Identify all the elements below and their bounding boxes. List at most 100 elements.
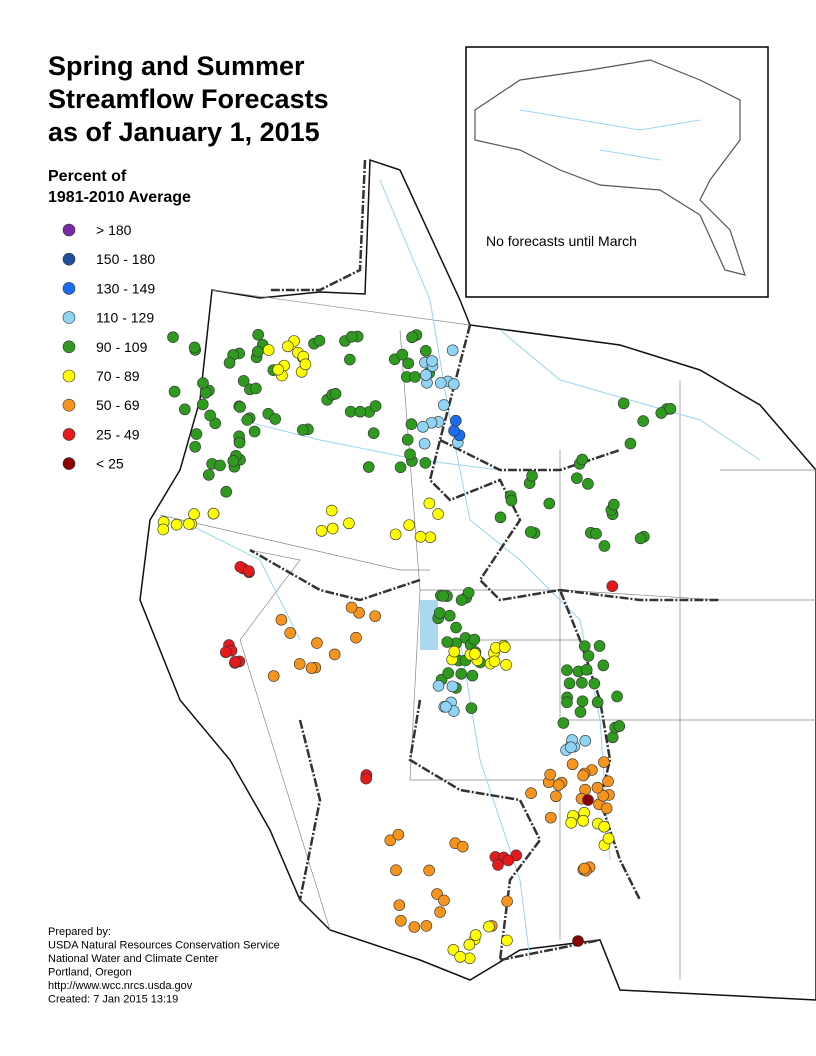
station-dot xyxy=(544,768,556,781)
station-dot xyxy=(329,387,342,400)
station-dot xyxy=(572,935,584,947)
station-dot xyxy=(396,348,409,361)
credits: Prepared by: USDA Natural Resources Conse… xyxy=(48,926,280,1006)
station-dot xyxy=(404,448,416,461)
station-dot xyxy=(293,658,306,670)
station-dot xyxy=(577,769,589,782)
station-dot xyxy=(483,920,495,933)
station-dot xyxy=(624,437,637,450)
station-dot xyxy=(561,696,573,709)
station-dot xyxy=(325,504,338,517)
station-dot xyxy=(424,531,437,544)
station-dot xyxy=(328,648,341,661)
basin-boundary xyxy=(249,159,642,961)
station-dot xyxy=(433,607,446,619)
legend-label: > 180 xyxy=(96,222,132,238)
river xyxy=(519,109,701,161)
station-dot xyxy=(269,413,281,425)
title-line: as of January 1, 2015 xyxy=(48,117,320,147)
station-dot xyxy=(469,929,482,941)
station-dot xyxy=(234,401,246,413)
station-dot xyxy=(188,341,201,354)
station-dot xyxy=(207,507,220,520)
station-dot xyxy=(243,565,255,577)
station-dot xyxy=(598,820,611,833)
station-dot xyxy=(488,655,501,668)
station-dots xyxy=(157,328,677,965)
station-dot xyxy=(390,864,402,877)
station-dot xyxy=(576,676,588,689)
legend-label: 50 - 69 xyxy=(96,397,140,413)
station-dot xyxy=(448,378,460,390)
station-dot xyxy=(157,523,170,536)
station-dot xyxy=(313,334,326,347)
station-dot xyxy=(202,469,215,481)
station-dot xyxy=(345,331,358,343)
station-dot xyxy=(326,522,339,535)
station-dot xyxy=(591,781,604,794)
station-dot xyxy=(369,610,381,622)
credit-line: Prepared by: xyxy=(48,926,111,938)
legend-swatch xyxy=(62,340,76,354)
lake xyxy=(420,600,438,650)
station-dot xyxy=(272,363,284,376)
station-dot xyxy=(524,526,537,538)
title: Spring and Summer Streamflow Forecasts a… xyxy=(48,51,329,147)
station-dot xyxy=(525,787,537,800)
station-dot xyxy=(402,357,415,370)
station-dot xyxy=(418,437,431,450)
station-dot xyxy=(571,472,583,484)
station-dot xyxy=(437,590,449,602)
station-dot xyxy=(251,345,264,358)
station-dot xyxy=(505,494,518,507)
station-dot xyxy=(561,664,573,676)
station-dot xyxy=(315,525,328,537)
station-dot xyxy=(440,701,452,713)
station-dot xyxy=(557,717,570,729)
station-dot xyxy=(597,659,610,672)
legend: Percent of 1981-2010 Average > 180 150 - … xyxy=(48,168,191,472)
station-dot xyxy=(403,519,415,531)
station-dot xyxy=(576,453,589,466)
station-dot xyxy=(550,790,562,803)
station-dot xyxy=(637,415,649,427)
station-dot xyxy=(393,899,406,911)
station-dot xyxy=(500,659,512,671)
title-line: Streamflow Forecasts xyxy=(48,84,329,114)
station-dot xyxy=(441,636,454,648)
credit-line: Portland, Oregon xyxy=(48,967,132,979)
station-dot xyxy=(580,663,593,676)
station-dot xyxy=(565,816,577,829)
station-dot xyxy=(409,371,421,383)
station-dot xyxy=(578,862,591,875)
basin-boundary xyxy=(439,438,720,962)
station-dot xyxy=(600,802,613,815)
station-dot xyxy=(526,470,538,482)
station-dot xyxy=(389,528,402,541)
station-dot xyxy=(343,517,355,530)
station-dot xyxy=(275,613,288,626)
station-dot xyxy=(305,662,318,674)
station-dot xyxy=(469,648,481,660)
station-dot xyxy=(597,789,609,802)
station-dot xyxy=(284,627,297,639)
station-dot xyxy=(454,951,467,963)
credit-line: National Water and Climate Center xyxy=(48,953,219,965)
station-dot xyxy=(395,914,407,927)
station-dot xyxy=(462,586,475,599)
station-dot xyxy=(576,695,589,708)
credit-line: USDA Natural Resources Conservation Serv… xyxy=(48,940,280,952)
station-dot xyxy=(432,679,445,692)
legend-label: 70 - 89 xyxy=(96,368,140,384)
station-dot xyxy=(501,934,513,947)
station-dot xyxy=(582,478,594,490)
legend-label: < 25 xyxy=(96,456,124,472)
station-dot xyxy=(250,382,262,395)
station-dot xyxy=(565,741,577,754)
station-dot xyxy=(446,344,459,357)
legend-label: 130 - 149 xyxy=(96,280,155,296)
station-dot xyxy=(577,815,590,827)
station-dot xyxy=(220,646,232,659)
station-dot xyxy=(237,375,250,387)
